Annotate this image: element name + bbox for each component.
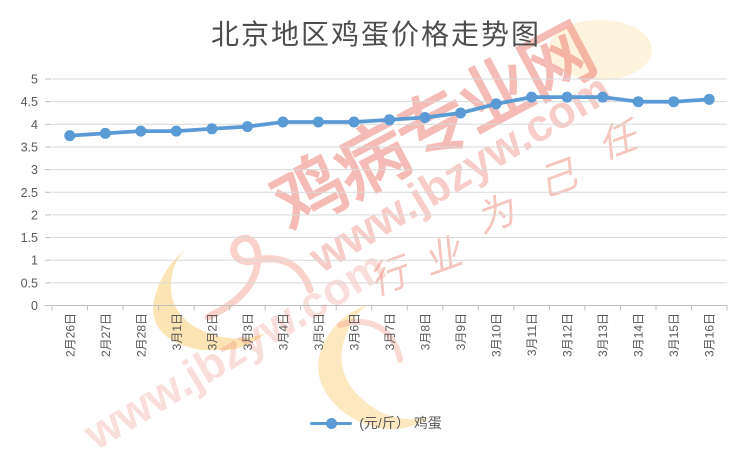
x-tick-label: 3月7日 (383, 313, 397, 350)
y-tick-label: 2.5 (21, 186, 38, 200)
data-point-marker (419, 112, 431, 123)
x-tick-label: 3月16日 (703, 313, 717, 357)
watermark-glow-icon (548, 20, 652, 80)
x-tick-label: 3月15日 (667, 313, 681, 357)
data-point-marker (135, 125, 147, 137)
x-tick-label: 3月9日 (454, 313, 468, 350)
data-point-marker (455, 107, 467, 119)
data-point-marker (632, 96, 644, 108)
data-point-marker (64, 130, 76, 142)
data-point-marker (312, 116, 324, 128)
x-tick-label: 2月27日 (99, 313, 113, 357)
data-point-marker (277, 116, 289, 128)
x-tick-label: 3月14日 (632, 313, 646, 357)
watermark-swirl-icon (318, 305, 431, 430)
legend[interactable]: (元/斤） 鸡蛋 (0, 408, 752, 438)
data-point-marker (170, 125, 182, 137)
data-point-marker (241, 121, 253, 133)
x-tick-label: 3月12日 (561, 313, 575, 357)
x-tick-label: 3月6日 (347, 313, 361, 350)
watermark-crescent-icon (153, 249, 266, 350)
legend-label: (元/斤） 鸡蛋 (359, 415, 442, 431)
y-tick-label: 0 (31, 299, 38, 313)
x-tick-label: 3月10日 (490, 313, 504, 357)
y-tick-label: 3.5 (21, 140, 38, 154)
x-tick-label: 3月3日 (241, 313, 255, 350)
watermark-bird-icon (204, 234, 314, 321)
y-tick-label: 3 (31, 163, 38, 177)
y-tick-label: 4.5 (21, 95, 38, 109)
y-tick-label: 0.5 (21, 276, 38, 290)
data-point-marker (99, 127, 111, 139)
y-tick-label: 4 (31, 118, 38, 132)
y-tick-label: 5 (31, 73, 38, 87)
x-tick-label: 3月2日 (205, 313, 219, 350)
x-tick-label: 2月26日 (63, 313, 77, 357)
chart-title[interactable]: 北京地区鸡蛋价格走势图 (210, 18, 541, 51)
x-tick-label: 3月13日 (596, 313, 610, 357)
y-tick-label: 1 (31, 254, 38, 268)
data-point-marker (348, 116, 360, 128)
y-tick-label: 1.5 (21, 231, 38, 245)
legend-dot-icon (326, 417, 338, 429)
data-point-marker (206, 123, 218, 135)
x-tick-label: 3月5日 (312, 313, 326, 350)
x-tick-label: 2月28日 (134, 313, 148, 357)
data-point-marker (526, 91, 538, 103)
data-point-marker (384, 114, 395, 126)
data-point-marker (561, 91, 573, 103)
x-tick-label: 3月4日 (276, 313, 290, 350)
data-point-marker (703, 93, 715, 105)
legend-line-marker-icon (310, 417, 353, 429)
data-point-marker (668, 96, 680, 108)
y-tick-label: 2 (31, 208, 38, 222)
data-point-marker (490, 98, 502, 110)
x-tick-label: 3月1日 (170, 313, 184, 350)
x-tick-label: 3月11日 (525, 313, 539, 356)
x-tick-label: 3月8日 (419, 313, 433, 350)
data-point-marker (597, 91, 609, 103)
